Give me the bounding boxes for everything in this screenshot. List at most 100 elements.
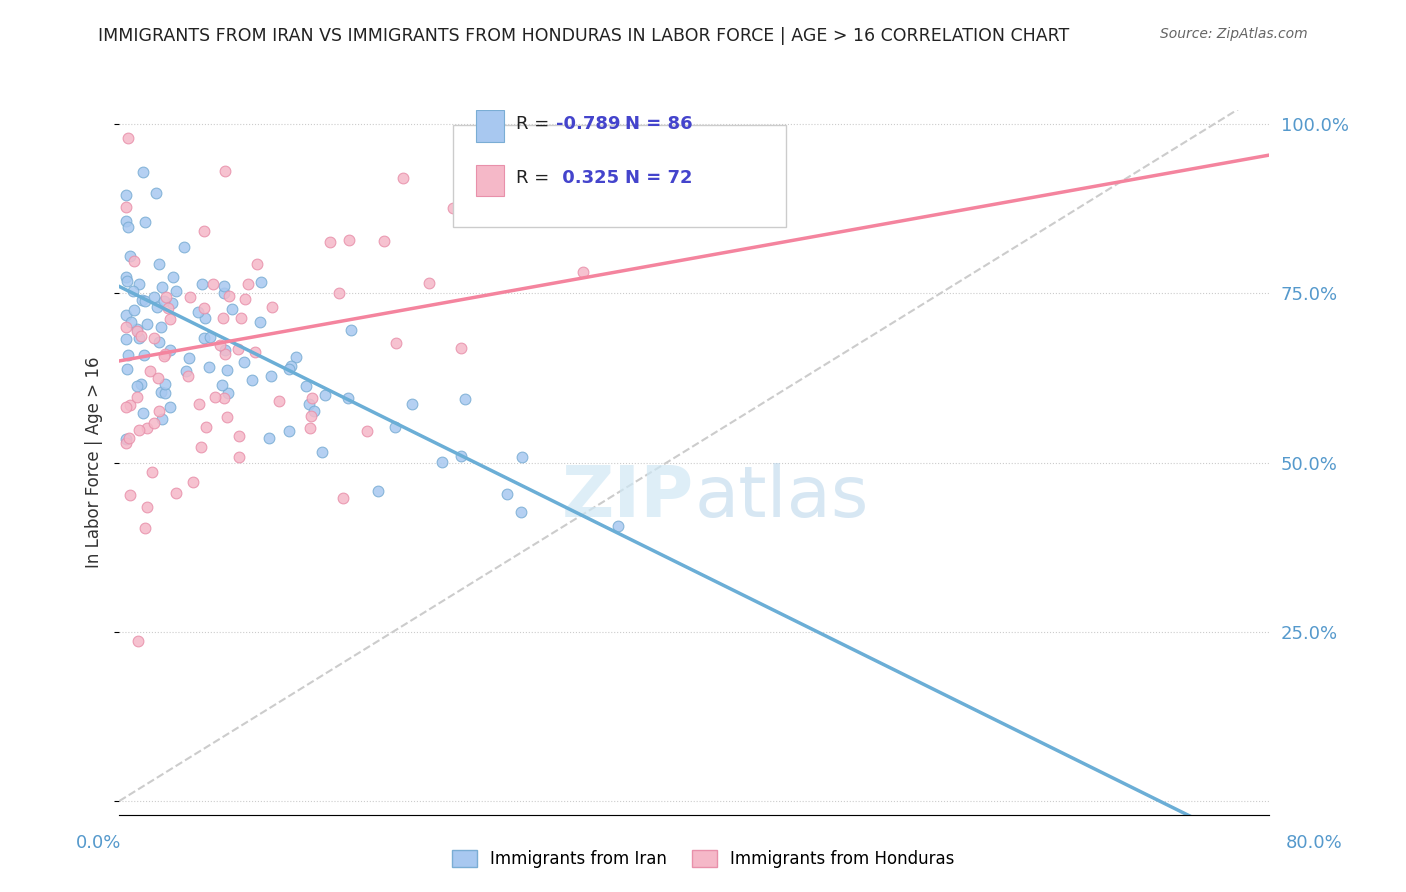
Point [160, 295, 183, 310]
Point [115, 308, 138, 322]
Point [188, 397, 211, 411]
Point [509, 505, 531, 519]
Point [336, 391, 359, 405]
Point [129, 328, 152, 343]
Point [118, 488, 141, 502]
Point [150, 280, 173, 294]
Point [159, 400, 181, 414]
Point [193, 301, 215, 315]
Point [243, 344, 266, 359]
FancyBboxPatch shape [475, 165, 505, 196]
Point [208, 338, 231, 352]
Point [250, 275, 273, 289]
Point [122, 302, 145, 317]
Point [132, 165, 155, 179]
Point [233, 355, 256, 369]
Point [212, 391, 235, 405]
Point [246, 256, 269, 270]
Point [142, 290, 165, 304]
Point [328, 285, 350, 300]
Point [115, 187, 138, 202]
Point [148, 334, 170, 349]
Text: 80.0%: 80.0% [1286, 834, 1343, 852]
Point [115, 400, 138, 414]
Point [128, 331, 150, 345]
Point [131, 406, 153, 420]
Point [277, 361, 299, 376]
Point [153, 385, 176, 400]
Point [181, 475, 204, 490]
Point [191, 277, 214, 291]
Point [150, 412, 173, 426]
Point [367, 483, 389, 498]
Point [128, 423, 150, 437]
Text: Source: ZipAtlas.com: Source: ZipAtlas.com [1160, 27, 1308, 41]
Point [162, 270, 184, 285]
Point [214, 343, 236, 357]
Point [194, 311, 217, 326]
Point [441, 201, 464, 215]
Point [217, 409, 239, 424]
Point [202, 277, 225, 291]
Point [384, 419, 406, 434]
Text: -0.789: -0.789 [557, 115, 620, 133]
Point [155, 347, 177, 361]
Point [314, 388, 336, 402]
Point [311, 445, 333, 459]
Point [238, 277, 260, 291]
Point [211, 377, 233, 392]
Point [450, 341, 472, 355]
Point [240, 374, 263, 388]
Point [117, 130, 139, 145]
Point [131, 293, 153, 308]
Point [134, 215, 156, 229]
Point [115, 332, 138, 346]
Point [260, 300, 283, 314]
Point [127, 633, 149, 648]
Point [198, 360, 221, 375]
Point [190, 440, 212, 454]
Point [153, 293, 176, 308]
Text: atlas: atlas [695, 463, 869, 533]
Point [115, 270, 138, 285]
Text: N = 72: N = 72 [626, 169, 693, 187]
Text: R =: R = [516, 115, 555, 133]
Point [454, 392, 477, 406]
Point [179, 351, 201, 366]
Point [187, 305, 209, 319]
Point [226, 343, 249, 357]
Point [136, 421, 159, 435]
Point [159, 343, 181, 358]
Point [124, 254, 146, 268]
Point [139, 364, 162, 378]
Text: 0.0%: 0.0% [76, 834, 121, 852]
Point [115, 432, 138, 446]
Point [214, 346, 236, 360]
Point [471, 130, 494, 145]
Text: IMMIGRANTS FROM IRAN VS IMMIGRANTS FROM HONDURAS IN LABOR FORCE | AGE > 16 CORRE: IMMIGRANTS FROM IRAN VS IMMIGRANTS FROM … [98, 27, 1070, 45]
Point [194, 420, 217, 434]
Point [215, 363, 238, 377]
Point [319, 235, 342, 249]
Point [165, 485, 187, 500]
Point [193, 331, 215, 345]
Point [298, 397, 321, 411]
Point [118, 432, 141, 446]
Point [299, 409, 322, 423]
Point [356, 424, 378, 438]
Point [125, 322, 148, 336]
Point [430, 455, 453, 469]
Point [339, 233, 361, 247]
Point [401, 397, 423, 411]
Point [134, 520, 156, 534]
Point [259, 431, 281, 445]
Point [118, 398, 141, 412]
Point [200, 330, 222, 344]
Point [155, 290, 177, 304]
Point [148, 404, 170, 418]
Point [572, 265, 595, 279]
Point [221, 301, 243, 316]
Point [174, 364, 197, 378]
Point [392, 170, 415, 185]
Point [228, 450, 250, 465]
